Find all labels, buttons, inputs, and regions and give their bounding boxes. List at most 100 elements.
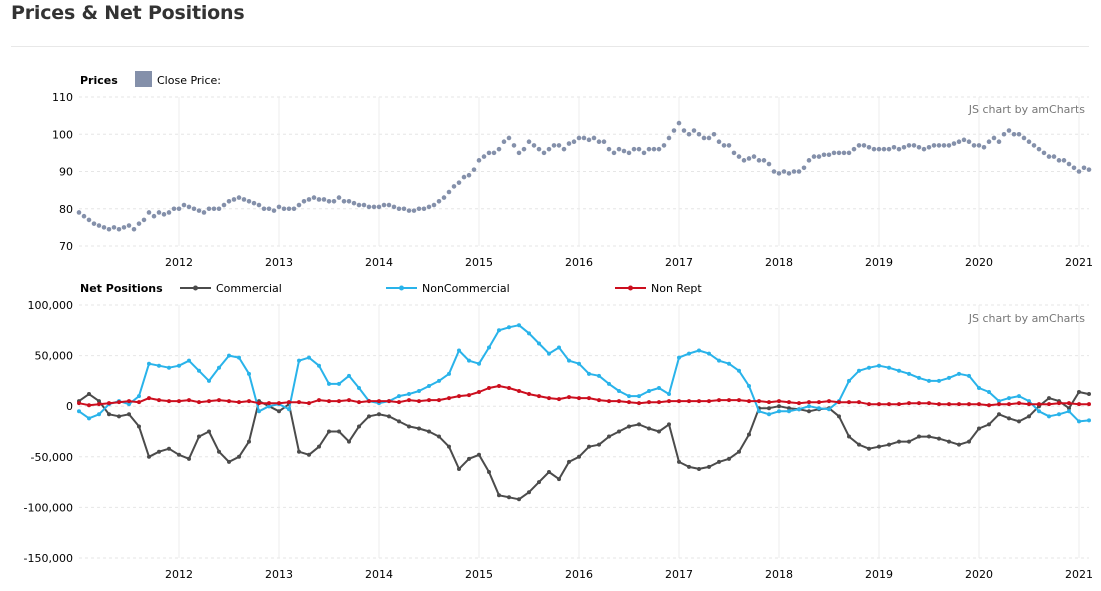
non-rept-point[interactable] [677, 399, 681, 404]
commercial-point[interactable] [767, 406, 771, 411]
non-rept-point[interactable] [207, 399, 211, 404]
close-price-point[interactable] [1051, 154, 1057, 159]
commercial-point[interactable] [937, 436, 941, 441]
close-price-point[interactable] [96, 223, 102, 228]
close-price-point[interactable] [886, 146, 892, 152]
noncommercial-point[interactable] [87, 416, 91, 421]
close-price-point[interactable] [661, 143, 667, 148]
non-rept-point[interactable] [477, 390, 481, 395]
noncommercial-point[interactable] [357, 385, 361, 390]
close-price-point[interactable] [646, 146, 652, 152]
non-rept-point[interactable] [287, 400, 291, 405]
close-price-point[interactable] [141, 217, 147, 223]
non-rept-point[interactable] [147, 396, 151, 401]
non-rept-point[interactable] [467, 393, 471, 398]
close-price-point[interactable] [551, 143, 557, 148]
close-price-point[interactable] [316, 197, 322, 202]
close-price-point[interactable] [266, 206, 272, 212]
non-rept-point[interactable] [737, 398, 741, 403]
commercial-point[interactable] [387, 414, 391, 419]
close-price-point[interactable] [1036, 146, 1042, 152]
noncommercial-point[interactable] [397, 394, 401, 399]
commercial-point[interactable] [187, 456, 191, 461]
noncommercial-point[interactable] [867, 365, 871, 370]
commercial-point[interactable] [1007, 416, 1011, 421]
close-price-point[interactable] [346, 199, 352, 204]
commercial-point[interactable] [117, 414, 121, 419]
close-price-point[interactable] [796, 169, 802, 174]
non-rept-point[interactable] [777, 399, 781, 404]
noncommercial-point[interactable] [697, 348, 701, 353]
non-rept-point[interactable] [947, 402, 951, 407]
commercial-point[interactable] [497, 493, 501, 498]
close-price-point[interactable] [186, 204, 192, 210]
non-rept-point[interactable] [367, 399, 371, 404]
non-rept-point[interactable] [1047, 402, 1051, 407]
close-price-point[interactable] [626, 150, 632, 156]
non-rept-point[interactable] [667, 399, 671, 404]
non-rept-point[interactable] [837, 400, 841, 405]
non-rept-point[interactable] [327, 399, 331, 404]
commercial-point[interactable] [567, 459, 571, 464]
noncommercial-point[interactable] [797, 407, 801, 412]
commercial-point[interactable] [547, 469, 551, 474]
noncommercial-point[interactable] [1087, 418, 1091, 423]
non-rept-point[interactable] [277, 401, 281, 406]
noncommercial-point[interactable] [907, 371, 911, 376]
commercial-point[interactable] [737, 449, 741, 454]
legend-item-non-rept[interactable]: Non Rept [615, 282, 702, 295]
close-price-point[interactable] [671, 128, 677, 133]
close-price-point[interactable] [1046, 154, 1052, 159]
noncommercial-point[interactable] [857, 368, 861, 373]
noncommercial-point[interactable] [1067, 409, 1071, 414]
close-price-point[interactable] [791, 169, 797, 174]
non-rept-point[interactable] [1077, 402, 1081, 407]
close-price-point[interactable] [331, 199, 337, 204]
non-rept-point[interactable] [767, 400, 771, 405]
commercial-point[interactable] [207, 429, 211, 434]
non-rept-point[interactable] [1057, 401, 1061, 406]
close-price-point[interactable] [801, 165, 807, 171]
noncommercial-point[interactable] [667, 392, 671, 397]
noncommercial-point[interactable] [427, 383, 431, 388]
close-price-point[interactable] [401, 206, 407, 212]
close-price-point[interactable] [741, 158, 747, 163]
non-rept-point[interactable] [557, 397, 561, 402]
close-price-point[interactable] [1011, 131, 1017, 137]
close-price-point[interactable] [151, 213, 157, 219]
close-price-point[interactable] [526, 139, 532, 144]
non-rept-point[interactable] [337, 399, 341, 404]
close-price-point[interactable] [571, 139, 577, 144]
commercial-point[interactable] [867, 446, 871, 451]
close-price-point[interactable] [936, 143, 942, 148]
close-price-point[interactable] [691, 128, 697, 133]
close-price-point[interactable] [121, 225, 127, 230]
close-price-point[interactable] [586, 137, 592, 143]
close-price-point[interactable] [486, 150, 492, 156]
close-price-point[interactable] [606, 146, 612, 152]
noncommercial-series-line[interactable] [78, 324, 1090, 423]
non-rept-point[interactable] [747, 399, 751, 404]
close-price-point[interactable] [166, 210, 172, 215]
close-price-point[interactable] [301, 199, 307, 204]
non-rept-point[interactable] [387, 399, 391, 404]
noncommercial-point[interactable] [407, 392, 411, 397]
commercial-series-line[interactable] [78, 391, 1090, 501]
close-price-point[interactable] [306, 197, 312, 202]
non-rept-point[interactable] [437, 398, 441, 403]
close-price-point[interactable] [216, 206, 222, 212]
non-rept-point[interactable] [347, 398, 351, 403]
close-price-point[interactable] [711, 131, 717, 137]
commercial-point[interactable] [807, 409, 811, 414]
noncommercial-point[interactable] [237, 355, 241, 360]
commercial-point[interactable] [597, 442, 601, 447]
close-price-point[interactable] [1006, 128, 1012, 133]
close-price-point[interactable] [596, 139, 602, 144]
close-price-point[interactable] [616, 146, 622, 152]
commercial-point[interactable] [587, 444, 591, 449]
noncommercial-point[interactable] [687, 351, 691, 356]
close-price-point[interactable] [241, 197, 247, 202]
commercial-point[interactable] [1067, 406, 1071, 411]
close-price-point[interactable] [456, 180, 462, 185]
close-price-point[interactable] [491, 150, 497, 156]
